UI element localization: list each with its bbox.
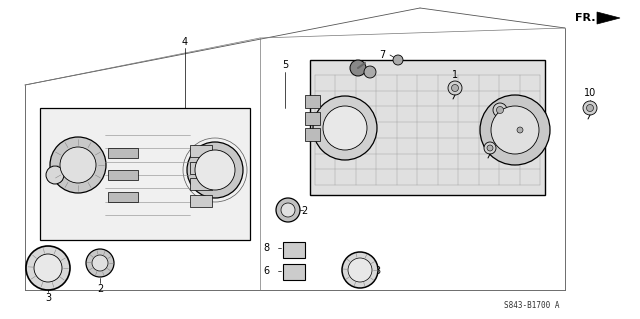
Circle shape: [586, 105, 593, 112]
Text: 1: 1: [534, 125, 540, 135]
Bar: [283, 264, 305, 280]
Text: 2: 2: [97, 284, 103, 294]
Text: 6: 6: [264, 266, 270, 276]
Polygon shape: [40, 108, 250, 240]
Bar: [283, 242, 305, 258]
Circle shape: [195, 150, 235, 190]
Circle shape: [448, 81, 462, 95]
Bar: [108, 192, 138, 202]
Circle shape: [92, 255, 108, 271]
Circle shape: [46, 166, 64, 184]
Text: 1: 1: [452, 70, 458, 80]
Text: 4: 4: [182, 37, 188, 47]
Circle shape: [583, 101, 597, 115]
Circle shape: [86, 249, 114, 277]
Circle shape: [517, 127, 523, 133]
Circle shape: [323, 106, 367, 150]
Text: 10: 10: [584, 88, 596, 98]
Circle shape: [484, 142, 496, 154]
Circle shape: [26, 246, 70, 290]
Polygon shape: [310, 60, 545, 195]
Text: 3: 3: [374, 266, 380, 276]
Text: 1: 1: [514, 108, 520, 118]
Bar: [190, 145, 212, 157]
Circle shape: [487, 145, 493, 151]
Circle shape: [451, 85, 458, 92]
Circle shape: [393, 55, 403, 65]
Circle shape: [281, 203, 295, 217]
Bar: [190, 195, 212, 207]
Circle shape: [276, 198, 300, 222]
Circle shape: [350, 60, 366, 76]
Circle shape: [187, 142, 243, 198]
Text: 8: 8: [264, 243, 270, 253]
Circle shape: [480, 95, 550, 165]
Polygon shape: [597, 12, 620, 24]
Text: 7: 7: [379, 50, 385, 60]
Circle shape: [60, 147, 96, 183]
Circle shape: [34, 254, 62, 282]
Circle shape: [313, 96, 377, 160]
Bar: [305, 128, 320, 141]
Circle shape: [514, 124, 526, 136]
Text: S843-B1700 A: S843-B1700 A: [504, 301, 560, 310]
Circle shape: [342, 252, 378, 288]
Circle shape: [491, 106, 539, 154]
Bar: [108, 148, 138, 158]
Bar: [305, 95, 320, 108]
Text: 5: 5: [282, 60, 288, 70]
Bar: [190, 178, 212, 190]
Bar: [190, 162, 212, 174]
Circle shape: [348, 258, 372, 282]
Circle shape: [493, 103, 507, 117]
Text: 9: 9: [505, 145, 511, 155]
Text: FR.: FR.: [575, 13, 595, 23]
Text: 3: 3: [45, 293, 51, 303]
Circle shape: [497, 107, 504, 114]
Circle shape: [50, 137, 106, 193]
Bar: [305, 112, 320, 125]
Text: 2: 2: [301, 206, 307, 216]
Circle shape: [364, 66, 376, 78]
Bar: [108, 170, 138, 180]
